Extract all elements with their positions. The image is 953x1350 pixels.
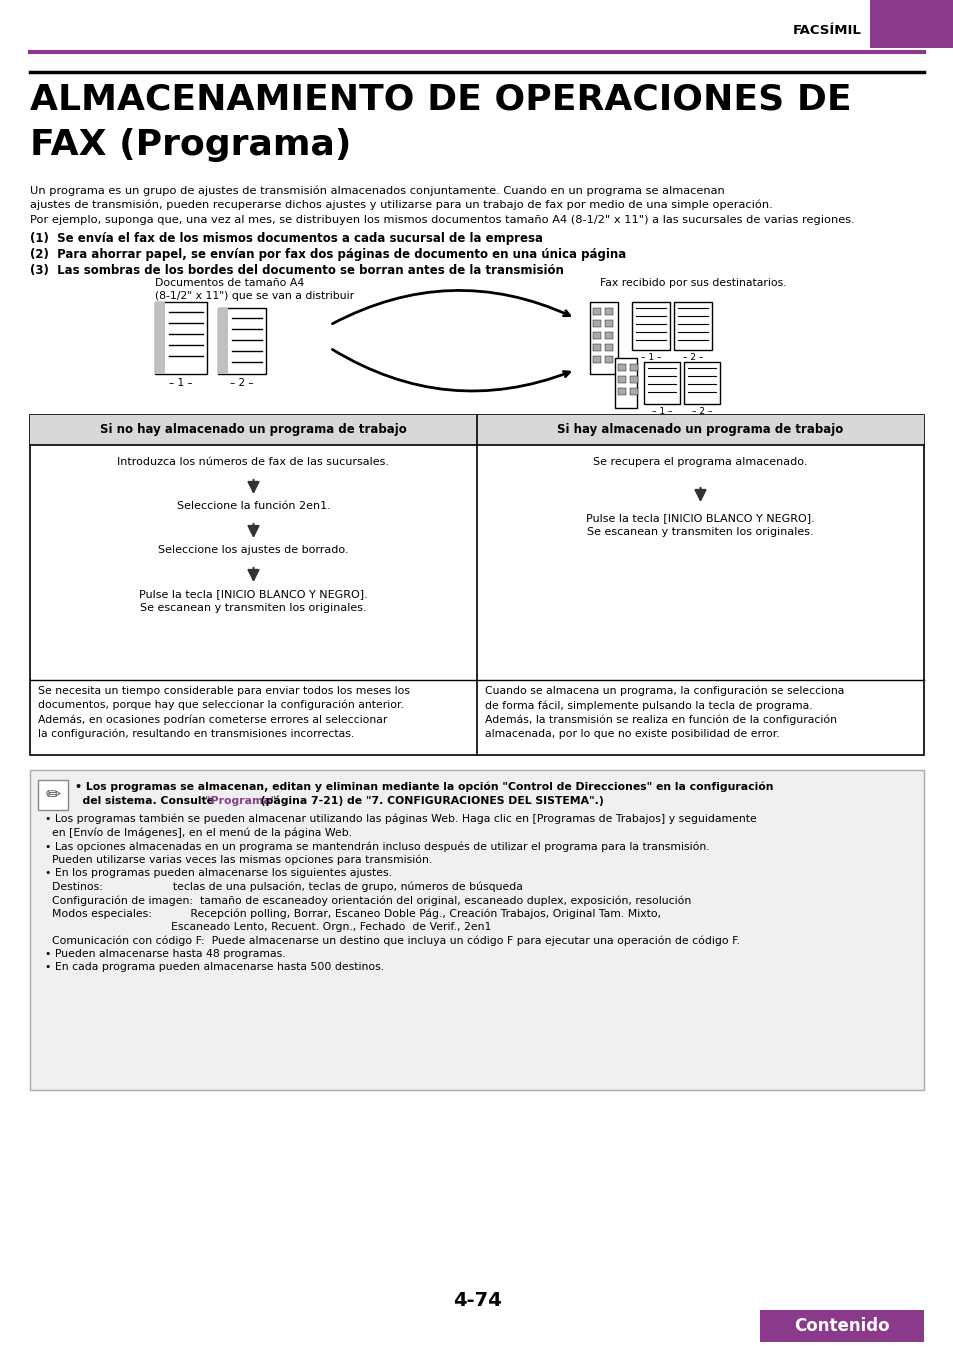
Text: Introduzca los números de fax de las sucursales.: Introduzca los números de fax de las suc… <box>117 458 389 467</box>
Text: (3)  Las sombras de los bordes del documento se borran antes de la transmisión: (3) Las sombras de los bordes del docume… <box>30 265 563 277</box>
Bar <box>604 344 613 351</box>
Text: (8-1/2" x 11") que se van a distribuir: (8-1/2" x 11") que se van a distribuir <box>154 292 354 301</box>
Text: Fax recibido por sus destinatarios.: Fax recibido por sus destinatarios. <box>599 278 786 288</box>
Text: Pulse la tecla [INICIO BLANCO Y NEGRO].
Se escanean y transmiten los originales.: Pulse la tecla [INICIO BLANCO Y NEGRO]. … <box>585 513 814 537</box>
Bar <box>476 414 923 446</box>
Text: ajustes de transmisión, pueden recuperarse dichos ajustes y utilizarse para un t: ajustes de transmisión, pueden recuperar… <box>30 200 772 211</box>
Bar <box>604 332 613 339</box>
Text: Si hay almacenado un programa de trabajo: Si hay almacenado un programa de trabajo <box>557 424 842 436</box>
Bar <box>631 302 669 350</box>
Text: – 1 –: – 1 – <box>169 378 193 387</box>
Text: – 2 –: – 2 – <box>230 378 253 387</box>
Text: Seleccione los ajustes de borrado.: Seleccione los ajustes de borrado. <box>158 545 349 555</box>
Text: Por ejemplo, suponga que, una vez al mes, se distribuyen los mismos documentos t: Por ejemplo, suponga que, una vez al mes… <box>30 215 854 225</box>
Text: • En cada programa pueden almacenarse hasta 500 destinos.: • En cada programa pueden almacenarse ha… <box>45 963 384 972</box>
Text: – 1 –: – 1 – <box>640 352 660 362</box>
Bar <box>629 387 638 396</box>
Text: Destinos:                    teclas de una pulsación, teclas de grupo, números d: Destinos: teclas de una pulsación, tecla… <box>45 882 522 892</box>
Text: FAX (Programa): FAX (Programa) <box>30 128 351 162</box>
Bar <box>629 377 638 383</box>
Bar <box>869 0 953 49</box>
Text: Si no hay almacenado un programa de trabajo: Si no hay almacenado un programa de trab… <box>100 424 406 436</box>
Text: ALMACENAMIENTO DE OPERACIONES DE: ALMACENAMIENTO DE OPERACIONES DE <box>30 82 851 116</box>
Bar <box>218 308 228 374</box>
Text: • Las opciones almacenadas en un programa se mantendrán incluso después de utili: • Las opciones almacenadas en un program… <box>45 841 709 865</box>
Text: "Programa": "Programa" <box>205 796 276 806</box>
Text: Comunicación con código F:  Puede almacenarse un destino que incluya un código F: Comunicación con código F: Puede almacen… <box>45 936 740 946</box>
Bar <box>38 780 68 810</box>
Text: (página 7-21) de "7. CONFIGURACIONES DEL SISTEMA".): (página 7-21) de "7. CONFIGURACIONES DEL… <box>256 796 603 806</box>
Bar <box>593 356 600 363</box>
Bar <box>618 387 625 396</box>
Bar <box>643 362 679 404</box>
Bar <box>683 362 720 404</box>
Bar <box>589 302 618 374</box>
Text: Documentos de tamaño A4: Documentos de tamaño A4 <box>154 278 304 288</box>
Text: Se recupera el programa almacenado.: Se recupera el programa almacenado. <box>593 458 807 467</box>
Text: • En los programas pueden almacenarse los siguientes ajustes.: • En los programas pueden almacenarse lo… <box>45 868 392 878</box>
Text: Cuando se almacena un programa, la configuración se selecciona
de forma fácil, s: Cuando se almacena un programa, la confi… <box>484 686 843 738</box>
Text: ✏: ✏ <box>46 786 60 805</box>
Text: FACSÍMIL: FACSÍMIL <box>792 23 862 36</box>
Text: Se necesita un tiempo considerable para enviar todos los meses los
documentos, p: Se necesita un tiempo considerable para … <box>38 686 410 738</box>
Bar <box>604 320 613 327</box>
Text: Seleccione la función 2en1.: Seleccione la función 2en1. <box>176 501 330 512</box>
Bar <box>618 377 625 383</box>
Bar <box>218 308 266 374</box>
Text: Contenido: Contenido <box>793 1318 889 1335</box>
Bar <box>604 308 613 315</box>
Bar <box>615 358 637 408</box>
Bar <box>593 320 600 327</box>
Text: (2)  Para ahorrar papel, se envían por fax dos páginas de documento en una única: (2) Para ahorrar papel, se envían por fa… <box>30 248 625 261</box>
Text: 4-74: 4-74 <box>452 1291 501 1310</box>
Text: Modos especiales:           Recepción polling, Borrar, Escaneo Doble Pág., Creac: Modos especiales: Recepción polling, Bor… <box>45 909 660 931</box>
Bar <box>618 364 625 371</box>
Bar <box>629 364 638 371</box>
Text: Configuración de imagen:  tamaño de escaneadoy orientación del original, escanea: Configuración de imagen: tamaño de escan… <box>45 895 691 906</box>
Text: – 2 –: – 2 – <box>691 406 712 416</box>
Text: • Los programas se almacenan, editan y eliminan mediante la opción "Control de D: • Los programas se almacenan, editan y e… <box>75 782 773 792</box>
Text: Un programa es un grupo de ajustes de transmisión almacenados conjuntamente. Cua: Un programa es un grupo de ajustes de tr… <box>30 185 724 196</box>
Text: • Los programas también se pueden almacenar utilizando las páginas Web. Haga cli: • Los programas también se pueden almace… <box>45 814 756 838</box>
Text: Pulse la tecla [INICIO BLANCO Y NEGRO].
Se escanean y transmiten los originales.: Pulse la tecla [INICIO BLANCO Y NEGRO]. … <box>139 589 368 613</box>
Text: (1)  Se envía el fax de los mismos documentos a cada sucursal de la empresa: (1) Se envía el fax de los mismos docume… <box>30 232 542 244</box>
Text: • Pueden almacenarse hasta 48 programas.: • Pueden almacenarse hasta 48 programas. <box>45 949 285 958</box>
Text: del sistema. Consulte: del sistema. Consulte <box>75 796 217 806</box>
Bar <box>30 414 476 446</box>
Bar <box>593 332 600 339</box>
Bar <box>760 1310 923 1342</box>
Bar <box>593 308 600 315</box>
Text: – 1 –: – 1 – <box>651 406 672 416</box>
Bar <box>593 344 600 351</box>
Bar <box>154 302 207 374</box>
Text: – 2 –: – 2 – <box>682 352 702 362</box>
Bar <box>604 356 613 363</box>
Bar <box>30 414 923 755</box>
Bar <box>673 302 711 350</box>
Bar <box>30 769 923 1089</box>
Bar <box>154 302 165 374</box>
